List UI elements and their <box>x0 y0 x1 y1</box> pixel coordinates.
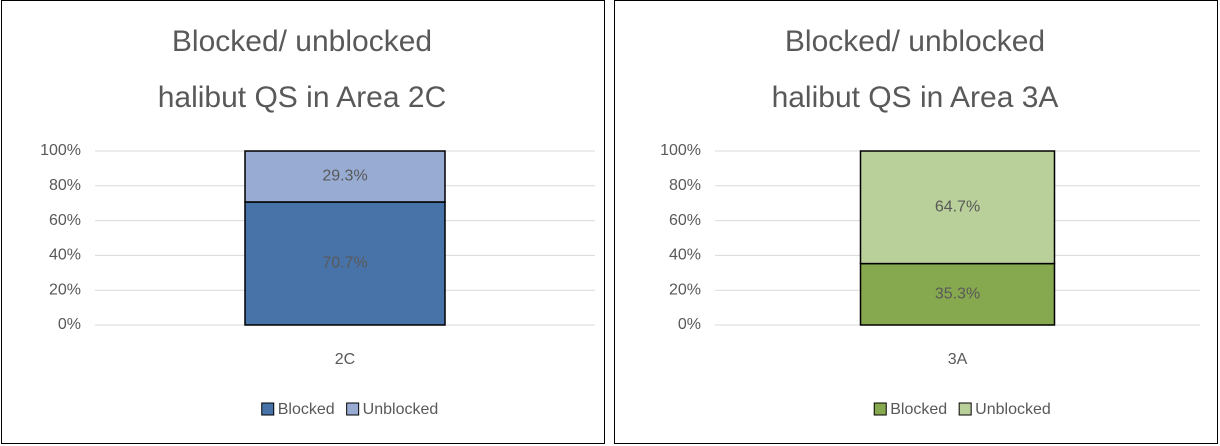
bar-segment <box>859 150 1056 265</box>
legend-swatch <box>261 402 275 416</box>
x-tick-label: 2C <box>335 351 355 368</box>
data-label: 29.3% <box>322 168 367 185</box>
bar-segment <box>244 150 446 203</box>
legend-label: Unblocked <box>975 401 1051 418</box>
chart: 0% 20% 40% 60% 80% 100% 3A 35.3% 64.7% Blocked Unb… <box>660 142 1200 418</box>
legend-swatch <box>873 402 887 416</box>
y-tick-label: 20% <box>49 281 81 298</box>
data-label: 64.7% <box>935 199 980 216</box>
y-tick-label: 0% <box>678 316 701 333</box>
y-tick-label: 80% <box>669 177 701 194</box>
chart: 0% 20% 40% 60% 80% 100% 2C 70.7% 29.3% Blocked Unb… <box>40 142 595 418</box>
y-tick-label: 0% <box>58 316 81 333</box>
y-tick-label: 60% <box>669 212 701 229</box>
y-tick-label: 60% <box>49 212 81 229</box>
y-tick-label: 40% <box>669 247 701 264</box>
bar-segment <box>244 201 446 326</box>
data-label: 35.3% <box>935 286 980 303</box>
chart-title: Blocked/ unblocked halibut QS in Area 2C <box>157 25 447 114</box>
legend-label: Unblocked <box>363 401 439 418</box>
bar-segment <box>859 262 1056 326</box>
y-tick-label: 40% <box>49 247 81 264</box>
legend-swatch <box>346 402 360 416</box>
legend-label: Blocked <box>278 401 335 418</box>
y-tick-label: 100% <box>40 142 81 159</box>
legend-swatch <box>958 402 972 416</box>
legend-label: Blocked <box>890 401 947 418</box>
x-tick-label: 3A <box>948 351 968 368</box>
chart-panel: 0% 20% 40% 60% 80% 100% 2C 70.7% 29.3% Blocked Unb… <box>1 0 605 444</box>
y-tick-label: 20% <box>669 281 701 298</box>
data-label: 70.7% <box>322 255 367 272</box>
y-tick-label: 80% <box>49 177 81 194</box>
chart-title: Blocked/ unblocked halibut QS in Area 3A <box>771 25 1059 114</box>
y-tick-label: 100% <box>660 142 701 159</box>
chart-panel: 0% 20% 40% 60% 80% 100% 3A 35.3% 64.7% Blocked Unb… <box>614 0 1218 444</box>
